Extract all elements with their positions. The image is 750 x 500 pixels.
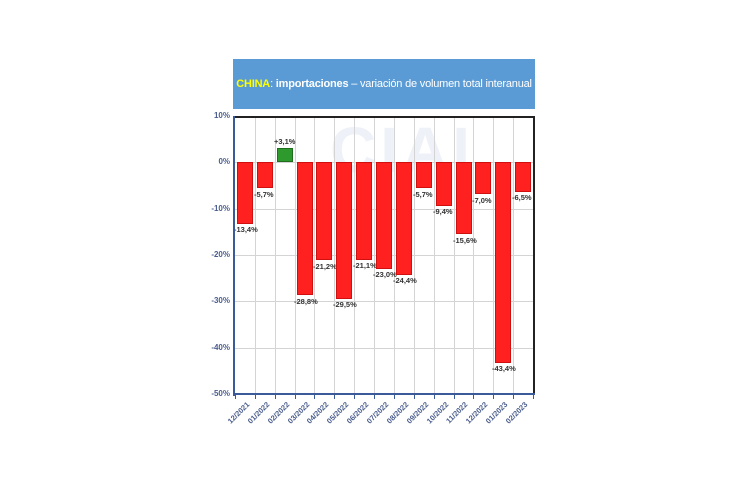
bar-value-label: -29,5% (333, 300, 357, 309)
vertical-gridline (334, 118, 335, 393)
y-axis-line (233, 116, 235, 396)
bar-value-label: -24,4% (393, 276, 417, 285)
y-axis-tick-label: 0% (218, 157, 230, 166)
y-axis-tick-label: -40% (211, 343, 230, 352)
horizontal-gridline (235, 348, 533, 349)
bar-value-label: -28,8% (294, 297, 318, 306)
bar-value-label: -5,7% (254, 190, 274, 199)
x-axis-tick-mark (295, 395, 296, 399)
x-axis-tick-mark (334, 395, 335, 399)
y-axis-tick-label: -50% (211, 389, 230, 398)
y-axis-tick-label: -10% (211, 204, 230, 213)
bar-value-label: -21,2% (313, 262, 337, 271)
bar-02-2022 (277, 148, 293, 162)
bar-value-label: -6,5% (512, 193, 532, 202)
plot-area-frame (233, 116, 535, 394)
title-bold-part: importaciones (275, 78, 349, 90)
vertical-gridline (473, 118, 474, 393)
bar-01-2022 (257, 162, 273, 188)
vertical-gridline (275, 118, 276, 393)
y-axis-tick-label: -20% (211, 250, 230, 259)
bar-08-2022 (396, 162, 412, 275)
bar-06-2022 (356, 162, 372, 260)
title-rest: – variación de volumen total interanual (348, 78, 532, 90)
bar-value-label: +3,1% (274, 137, 296, 146)
x-axis-tick-mark (414, 395, 415, 399)
bar-value-label: -43,4% (492, 364, 516, 373)
x-axis-tick-mark (513, 395, 514, 399)
bar-03-2022 (297, 162, 313, 295)
chart-title: CHINA: importaciones – variación de volu… (236, 78, 532, 90)
x-axis-tick-mark (314, 395, 315, 399)
x-axis-tick-mark (434, 395, 435, 399)
vertical-gridline (414, 118, 415, 393)
bar-12-2022 (475, 162, 491, 194)
vertical-gridline (314, 118, 315, 393)
bar-value-label: -7,0% (472, 196, 492, 205)
vertical-gridline (354, 118, 355, 393)
y-axis-tick-label: 10% (213, 111, 230, 120)
bar-value-label: -21,1% (353, 261, 377, 270)
bar-value-label: -23,0% (373, 270, 397, 279)
title-separator: : (270, 78, 276, 90)
bar-12-2021 (237, 162, 253, 224)
bar-02-2023 (515, 162, 531, 192)
x-axis-tick-mark (533, 395, 534, 399)
bar-05-2022 (336, 162, 352, 299)
vertical-gridline (374, 118, 375, 393)
bar-value-label: -15,6% (453, 236, 477, 245)
bar-04-2022 (316, 162, 332, 260)
bar-09-2022 (416, 162, 432, 188)
x-axis-tick-mark (354, 395, 355, 399)
bar-11-2022 (456, 162, 472, 234)
bar-value-label: -9,4% (433, 207, 453, 216)
bar-10-2022 (436, 162, 452, 206)
vertical-gridline (434, 118, 435, 393)
x-axis-tick-mark (255, 395, 256, 399)
chart-title-banner: CHINA: importaciones – variación de volu… (233, 59, 535, 109)
bar-value-label: -5,7% (413, 190, 433, 199)
bar-07-2022 (376, 162, 392, 269)
title-country: CHINA (236, 78, 271, 90)
x-axis-tick-mark (374, 395, 375, 399)
bar-01-2023 (495, 162, 511, 363)
x-axis-tick-mark (275, 395, 276, 399)
bar-value-label: -13,4% (234, 225, 258, 234)
x-axis-tick-mark (235, 395, 236, 399)
vertical-gridline (493, 118, 494, 393)
vertical-gridline (255, 118, 256, 393)
x-axis-tick-mark (493, 395, 494, 399)
x-axis-line (233, 393, 535, 395)
vertical-gridline (513, 118, 514, 393)
x-axis-tick-mark (454, 395, 455, 399)
horizontal-gridline (235, 301, 533, 302)
vertical-gridline (295, 118, 296, 393)
vertical-gridline (454, 118, 455, 393)
vertical-gridline (394, 118, 395, 393)
y-axis-tick-label: -30% (211, 296, 230, 305)
x-axis-tick-mark (473, 395, 474, 399)
x-axis-tick-mark (394, 395, 395, 399)
